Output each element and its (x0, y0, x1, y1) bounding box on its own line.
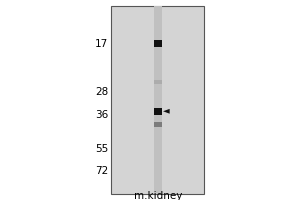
Text: 55: 55 (95, 144, 108, 154)
Bar (154, 6, 162, 194)
Polygon shape (163, 109, 170, 114)
Bar (154, 122, 162, 127)
Text: 72: 72 (95, 166, 108, 176)
Text: 17: 17 (95, 39, 108, 49)
Text: 36: 36 (95, 110, 108, 120)
Bar (154, 40, 162, 47)
Text: m.kidney: m.kidney (134, 191, 182, 200)
Bar (154, 80, 162, 84)
Bar (154, 108, 162, 115)
Bar (111, 6, 204, 194)
Text: 28: 28 (95, 87, 108, 97)
